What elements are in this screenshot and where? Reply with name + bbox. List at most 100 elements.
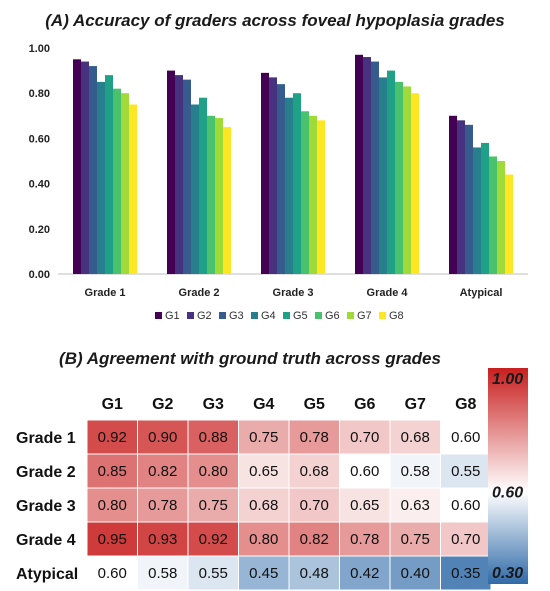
heatmap-column-header: G5	[304, 396, 325, 413]
bar	[81, 61, 89, 275]
heatmap-cell	[137, 453, 189, 489]
legend-label: G3	[229, 310, 244, 322]
legend-swatch	[251, 312, 258, 319]
bar	[269, 77, 277, 274]
heatmap-cell-label: 0.42	[350, 565, 379, 582]
heatmap-cell	[339, 487, 391, 523]
heatmap-cell-label: 0.68	[300, 463, 329, 480]
bar	[183, 79, 191, 274]
bar	[371, 61, 379, 275]
bar	[113, 88, 121, 275]
heatmap-cell	[187, 453, 239, 489]
heatmap-cell	[238, 487, 290, 523]
legend-label: G5	[293, 310, 308, 322]
x-tick-label: Grade 2	[179, 287, 220, 299]
bar	[261, 72, 269, 274]
heatmap-cell-label: 0.48	[300, 565, 329, 582]
color-scale-mid-label: 0.60	[492, 484, 523, 501]
bar	[191, 104, 199, 274]
y-tick-label: 0.20	[29, 224, 50, 236]
heatmap-cell-label: 0.60	[451, 429, 480, 446]
legend-label: G8	[389, 310, 404, 322]
legend-label: G2	[197, 310, 212, 322]
color-scale-bar	[488, 368, 528, 584]
bar	[411, 93, 419, 274]
heatmap-column-header: G6	[354, 396, 375, 413]
heatmap-row-header: Grade 3	[16, 498, 76, 515]
bar	[301, 111, 309, 274]
bar-chart-title: (A) Accuracy of graders across foveal hy…	[45, 11, 505, 30]
color-scale-min-label: 0.30	[492, 565, 523, 582]
heatmap-cell-label: 0.60	[98, 565, 127, 582]
heatmap-column-header: G1	[102, 396, 123, 413]
x-tick-label: Grade 3	[273, 287, 314, 299]
bar-chart-bars	[73, 54, 513, 275]
bar	[457, 120, 465, 274]
heatmap-cell-label: 0.80	[199, 463, 228, 480]
bar	[223, 127, 231, 274]
bar	[465, 124, 473, 274]
heatmap-cell	[137, 555, 189, 591]
legend-label: G1	[165, 310, 180, 322]
heatmap-cell	[187, 419, 239, 455]
bar	[363, 57, 371, 274]
bar	[285, 97, 293, 274]
heatmap-row-header: Grade 1	[16, 430, 76, 447]
heatmap-column-header: G3	[203, 396, 224, 413]
legend-swatch	[283, 312, 290, 319]
heatmap-cell	[440, 419, 492, 455]
legend-swatch	[315, 312, 322, 319]
heatmap-cell-label: 0.82	[300, 531, 329, 548]
heatmap-cell-label: 0.78	[300, 429, 329, 446]
y-tick-label: 0.40	[29, 179, 50, 191]
bar	[395, 81, 403, 275]
heatmap-cell-label: 0.78	[148, 497, 177, 514]
legend-swatch	[379, 312, 386, 319]
bar	[167, 70, 175, 274]
heatmap-cell	[137, 521, 189, 557]
legend-swatch	[155, 312, 162, 319]
bar	[277, 84, 285, 274]
heatmap-cell	[187, 487, 239, 523]
heatmap-cell-label: 0.78	[350, 531, 379, 548]
bar	[449, 115, 457, 274]
x-tick-label: Grade 4	[367, 287, 409, 299]
bar	[73, 59, 81, 274]
heatmap-cell-label: 0.80	[98, 497, 127, 514]
heatmap-column-header: G8	[455, 396, 476, 413]
bar	[215, 118, 223, 274]
bar	[293, 93, 301, 274]
heatmap-cell-label: 0.68	[249, 497, 278, 514]
bar	[309, 115, 317, 274]
heatmap-cell-label: 0.75	[199, 497, 228, 514]
heatmap-cell	[440, 521, 492, 557]
heatmap-cell	[288, 521, 340, 557]
heatmap-cell-label: 0.68	[401, 429, 430, 446]
bar	[129, 104, 137, 274]
heatmap-cell-label: 0.90	[148, 429, 177, 446]
heatmap-row-header: Grade 2	[16, 464, 76, 481]
heatmap-cell	[389, 487, 441, 523]
bar-chart-panel: (A) Accuracy of graders across foveal hy…	[29, 11, 528, 322]
heatmap-cell	[389, 419, 441, 455]
heatmap-cell-label: 0.65	[350, 497, 379, 514]
heatmap-cell	[187, 555, 239, 591]
heatmap-cell-label: 0.70	[451, 531, 480, 548]
heatmap-row-header: Grade 4	[16, 532, 76, 549]
heatmap-title: (B) Agreement with ground truth across g…	[59, 349, 441, 368]
heatmap-cell-label: 0.93	[148, 531, 177, 548]
heatmap-cell-label: 0.55	[451, 463, 480, 480]
bar	[387, 70, 395, 274]
legend-label: G7	[357, 310, 372, 322]
heatmap-row-header: Atypical	[16, 566, 78, 583]
bar	[89, 66, 97, 274]
heatmap-cell	[187, 521, 239, 557]
heatmap-cell-label: 0.60	[350, 463, 379, 480]
heatmap-cell	[440, 555, 492, 591]
bar	[379, 77, 387, 274]
heatmap-cell-label: 0.92	[199, 531, 228, 548]
y-tick-label: 1.00	[29, 43, 50, 55]
heatmap-cell-label: 0.45	[249, 565, 278, 582]
bar-chart-legend: G1 G2 G3 G4 G5 G6 G7 G8	[155, 310, 404, 322]
heatmap-cell-label: 0.35	[451, 565, 480, 582]
